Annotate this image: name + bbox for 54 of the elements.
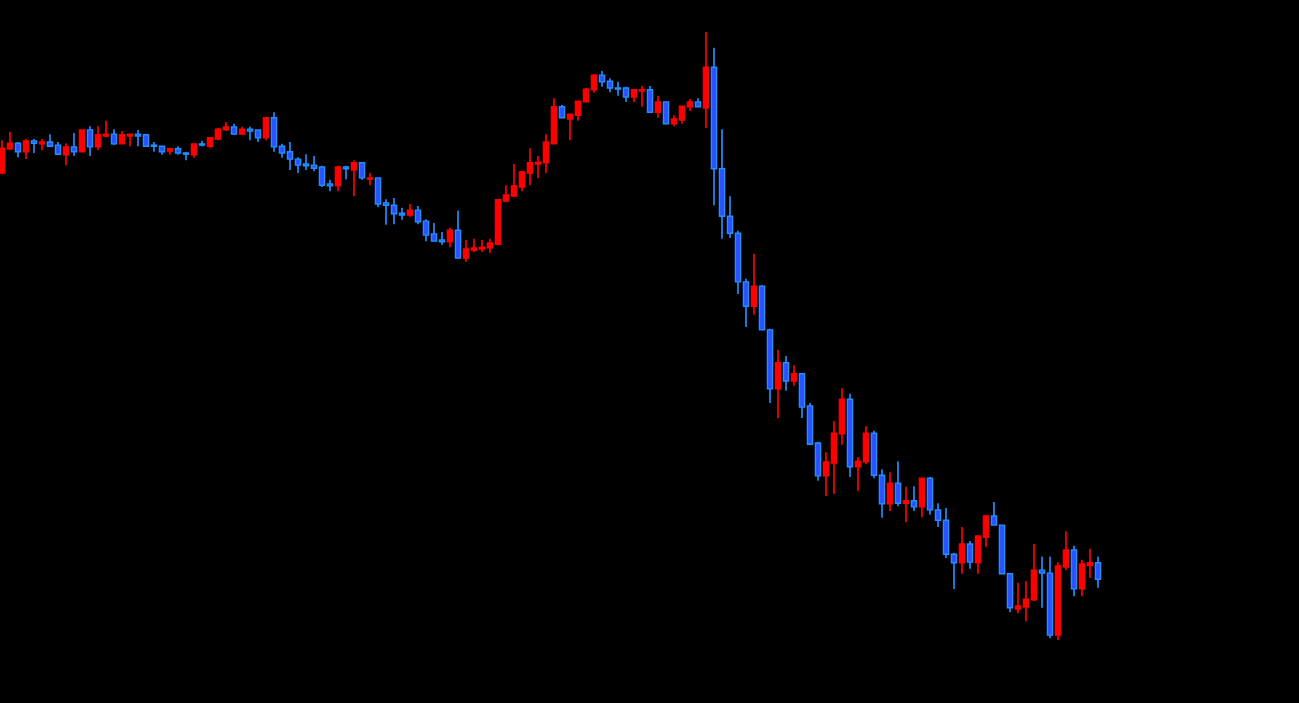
candlestick xyxy=(382,198,390,226)
candlestick xyxy=(62,142,70,166)
candlestick xyxy=(86,125,94,157)
candlestick xyxy=(78,129,86,153)
candlestick xyxy=(70,132,78,157)
candlestick xyxy=(334,164,342,193)
candlestick xyxy=(790,364,798,387)
candlestick xyxy=(462,239,470,263)
candlestick xyxy=(958,526,966,575)
candlestick xyxy=(566,113,574,142)
candlestick xyxy=(750,253,758,316)
candlestick xyxy=(94,125,102,151)
candlestick xyxy=(246,126,254,142)
candlestick xyxy=(662,101,670,125)
candlestick xyxy=(534,155,542,179)
candlestick xyxy=(902,485,910,523)
candlestick xyxy=(886,471,894,512)
candlestick xyxy=(1062,530,1070,571)
candlestick xyxy=(654,95,662,119)
candlestick xyxy=(350,159,358,197)
candlestick xyxy=(286,141,294,171)
candlestick xyxy=(262,116,270,142)
candlestick xyxy=(1022,580,1030,622)
candlestick xyxy=(430,222,438,242)
candlestick xyxy=(510,163,518,198)
candlestick xyxy=(542,133,550,174)
candlestick xyxy=(646,85,654,114)
candlestick xyxy=(302,153,310,171)
candlestick xyxy=(518,170,526,193)
candlestick xyxy=(782,355,790,392)
candlestick xyxy=(342,164,350,180)
candlestick xyxy=(966,540,974,570)
candlestick xyxy=(934,502,942,528)
candlestick xyxy=(894,460,902,508)
candlestick xyxy=(366,172,374,187)
candlestick xyxy=(990,501,998,526)
candlestick xyxy=(1038,555,1046,609)
candlestick xyxy=(822,451,830,497)
candlestick xyxy=(1094,555,1102,589)
candlestick xyxy=(614,81,622,97)
candlestick xyxy=(438,231,446,246)
candlestick xyxy=(422,218,430,242)
candlestick xyxy=(126,133,134,148)
candlestick xyxy=(1014,582,1022,615)
candlestick xyxy=(638,85,646,108)
candlestick xyxy=(478,239,486,253)
candlestick xyxy=(414,205,422,225)
candlestick xyxy=(1086,547,1094,579)
candlestick xyxy=(22,138,30,160)
candlestick xyxy=(574,100,582,122)
candlestick xyxy=(910,485,918,512)
candlestick xyxy=(726,195,734,239)
candlestick xyxy=(982,515,990,548)
candlestick xyxy=(526,147,534,187)
